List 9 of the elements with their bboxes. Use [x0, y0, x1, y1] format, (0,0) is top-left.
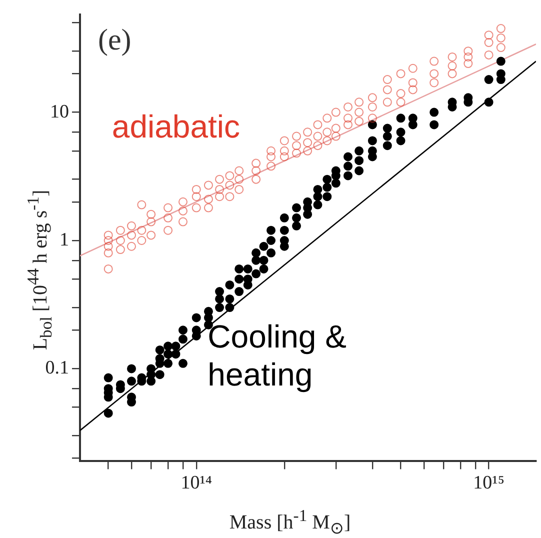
y-tick-label: 10: [50, 101, 69, 122]
series-label: adiabatic: [112, 108, 240, 145]
x-axis-title: Mass [h$^{-1}$ M$_{⊙}$]: [229, 506, 351, 538]
x-tick-label: 10¹⁴: [180, 472, 212, 494]
x-tick-label: 10¹⁵: [473, 472, 504, 494]
annotation: (e): [98, 23, 132, 56]
y-tick-label: 1: [60, 229, 69, 250]
y-tick-label: 0.1: [45, 358, 69, 379]
series-label: Cooling & heating: [208, 318, 346, 393]
